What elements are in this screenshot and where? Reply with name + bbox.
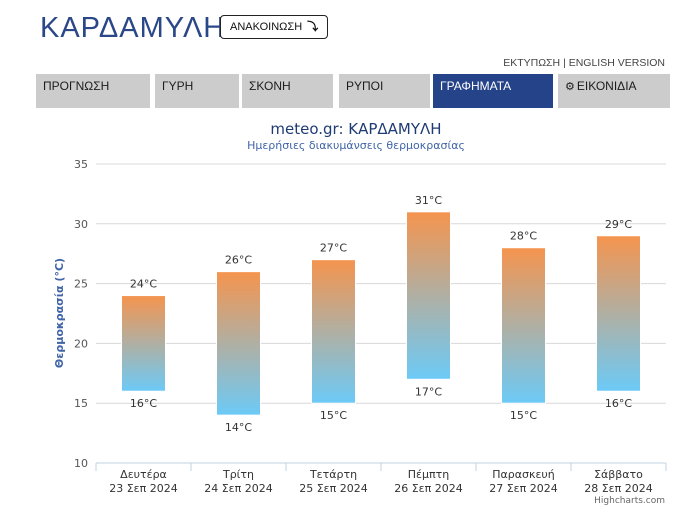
x-tick-date-label: 25 Σεπ 2024 (299, 482, 368, 495)
tab-pollen-label: ΓΥΡΗ (162, 79, 194, 93)
grid-lines (96, 163, 666, 464)
low-temp-label: 15°C (510, 409, 537, 422)
x-tick-day-label: Δευτέρα (120, 468, 167, 481)
announcement-button[interactable]: ΑΝΑΚΟΙΝΩΣΗ ⤵ (220, 15, 329, 39)
x-tick-day-label: Σάββατο (594, 468, 643, 481)
announcement-label: ΑΝΑΚΟΙΝΩΣΗ (230, 21, 303, 33)
chart-subtitle: Ημερήσιες διακυμάνσεις θερμοκρασίας (247, 139, 465, 152)
x-tick-date-label: 24 Σεπ 2024 (204, 482, 273, 495)
low-temp-label: 15°C (320, 409, 347, 422)
temperature-bar[interactable] (216, 271, 261, 416)
chart-credit[interactable]: Highcharts.com (594, 496, 665, 506)
gear-icon: ⚙ (565, 81, 575, 93)
y-tick-label: 25 (74, 278, 88, 291)
x-tick-date-label: 23 Σεπ 2024 (109, 482, 178, 495)
print-link[interactable]: ΕΚΤΥΠΩΣΗ (503, 57, 561, 69)
y-axis-title: Θερμοκρασία (°C) (53, 258, 66, 368)
chart-title: meteo.gr: ΚΑΡΔΑΜΥΛΗ (270, 120, 441, 138)
y-tick-label: 20 (74, 337, 88, 350)
tab-pollen[interactable]: ΓΥΡΗ (155, 74, 239, 108)
tab-forecast[interactable]: ΠΡΟΓΝΩΣΗ (36, 74, 150, 108)
bars: 24°C 16°C 26°C 14°C 27°C 15°C 31°C 17°C 28°C 15°C… (121, 194, 641, 434)
y-tick-label: 10 (74, 457, 88, 470)
temperature-bar[interactable] (406, 211, 451, 380)
temperature-bar[interactable] (501, 247, 546, 404)
x-tick-date-label: 27 Σεπ 2024 (489, 482, 558, 495)
x-tick-date-label: 28 Σεπ 2024 (584, 482, 653, 495)
x-tick-day-label: Τετάρτη (309, 468, 357, 481)
y-tick-label: 15 (74, 397, 88, 410)
tab-dust-label: ΣΚΟΝΗ (249, 79, 291, 93)
high-temp-label: 26°C (225, 254, 252, 267)
x-tick-date-label: 26 Σεπ 2024 (394, 482, 463, 495)
high-temp-label: 27°C (320, 242, 347, 255)
x-tick-day-label: Παρασκευή (492, 468, 555, 481)
x-tick-day-label: Τρίτη (222, 468, 254, 481)
x-tick-day-label: Πέμπτη (408, 468, 449, 481)
y-tick-label: 30 (74, 218, 88, 231)
temperature-bar[interactable] (121, 295, 166, 392)
english-version-link[interactable]: ENGLISH VERSION (568, 57, 665, 69)
tab-pollutants[interactable]: ΡΥΠΟΙ (339, 74, 430, 108)
tab-dust[interactable]: ΣΚΟΝΗ (242, 74, 333, 108)
high-temp-label: 31°C (415, 194, 442, 207)
temperature-bar[interactable] (311, 259, 356, 404)
y-tick-label: 35 (74, 158, 88, 171)
tab-icons-label: ΕΙΚΟΝΙΔΙΑ (576, 79, 637, 93)
tab-icons[interactable]: ⚙ ΕΙΚΟΝΙΔΙΑ (558, 74, 670, 108)
page-title: ΚΑΡΔΑΜΥΛΗ (40, 12, 226, 44)
high-temp-label: 24°C (130, 278, 157, 291)
tab-charts[interactable]: ΓΡΑΦΗΜΑΤΑ (433, 74, 553, 108)
tab-pollutants-label: ΡΥΠΟΙ (346, 79, 384, 93)
low-temp-label: 16°C (605, 397, 632, 410)
tab-charts-label: ΓΡΑΦΗΜΑΤΑ (440, 79, 512, 93)
curved-arrow-icon: ⤵ (307, 21, 319, 33)
temperature-bar[interactable] (596, 235, 641, 392)
low-temp-label: 16°C (130, 397, 157, 410)
top-links: ΕΚΤΥΠΩΣΗ | ENGLISH VERSION (503, 57, 665, 69)
tab-forecast-label: ΠΡΟΓΝΩΣΗ (43, 79, 110, 93)
high-temp-label: 29°C (605, 218, 632, 231)
low-temp-label: 17°C (415, 385, 442, 398)
high-temp-label: 28°C (510, 230, 537, 243)
low-temp-label: 14°C (225, 421, 252, 434)
links-separator: | (563, 57, 566, 69)
